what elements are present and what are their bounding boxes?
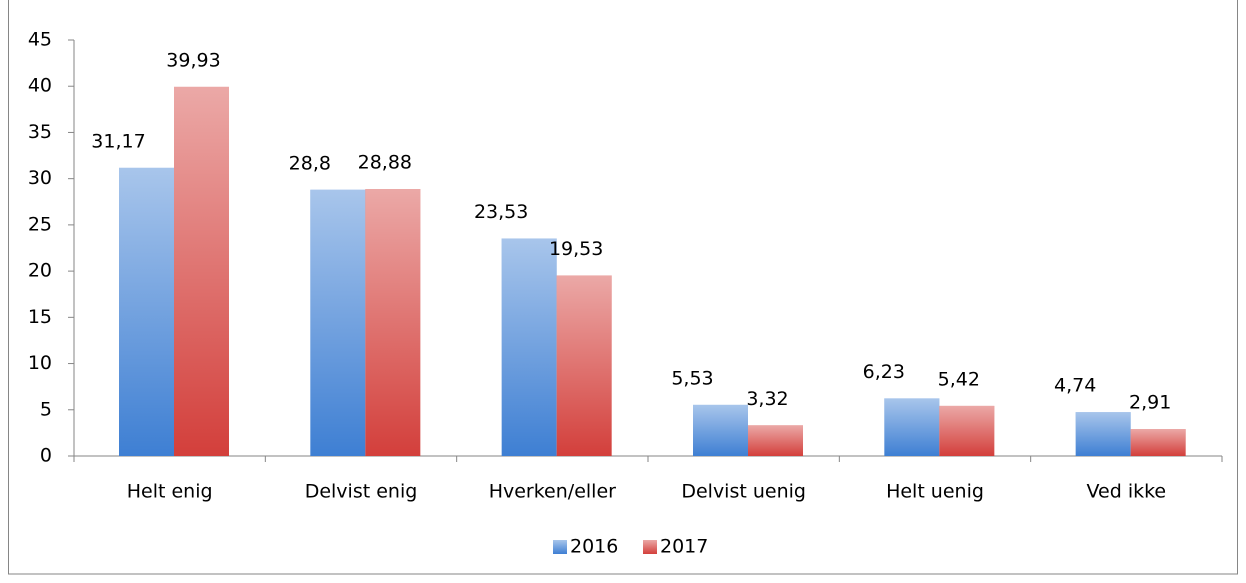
data-label: 23,53	[474, 201, 528, 223]
y-tick-label: 35	[28, 121, 52, 143]
y-tick-label: 15	[28, 306, 52, 328]
bar-sheen	[1075, 412, 1131, 456]
x-tick-label: Ved ikke	[1087, 481, 1167, 503]
bar-sheen	[119, 167, 174, 457]
bar-sheen	[365, 189, 421, 456]
data-label: 5,42	[938, 368, 980, 390]
bar-sheen	[748, 425, 803, 456]
data-label: 28,8	[289, 152, 331, 174]
data-label: 5,53	[671, 367, 713, 389]
bar-sheen	[310, 189, 366, 456]
legend-sheen	[643, 540, 657, 554]
x-tick-label: Helt enig	[127, 481, 213, 503]
data-label: 4,74	[1054, 375, 1096, 397]
data-label: 28,88	[358, 152, 412, 174]
y-tick-label: 5	[40, 398, 52, 420]
data-label: 2,91	[1129, 392, 1171, 414]
y-tick-label: 30	[28, 167, 52, 189]
data-label: 3,32	[746, 388, 788, 410]
bar-sheen	[556, 275, 612, 456]
y-tick-label: 25	[28, 213, 52, 235]
bar-sheen	[501, 238, 557, 456]
legend-sheen	[553, 540, 567, 554]
x-tick-label: Helt uenig	[886, 481, 984, 503]
data-label: 19,53	[549, 238, 603, 260]
chart-frame	[8, 0, 1238, 575]
bar-sheen	[693, 404, 748, 456]
x-tick-label: Delvist enig	[305, 481, 418, 503]
data-label: 6,23	[863, 361, 905, 383]
y-tick-label: 10	[28, 352, 52, 374]
bar-sheen	[884, 398, 940, 456]
bar-sheen	[174, 86, 229, 457]
y-tick-label: 45	[28, 29, 52, 51]
y-tick-label: 0	[40, 445, 52, 467]
bar-sheen	[939, 405, 995, 456]
data-label: 31,17	[91, 130, 145, 152]
x-tick-label: Hverken/eller	[489, 481, 616, 503]
legend-label: 2017	[660, 536, 708, 558]
data-label: 39,93	[166, 49, 220, 71]
x-tick-label: Delvist uenig	[681, 481, 806, 503]
y-tick-label: 40	[28, 75, 52, 97]
y-tick-label: 20	[28, 260, 52, 282]
bar-sheen	[1130, 429, 1186, 456]
legend-label: 2016	[570, 536, 618, 558]
